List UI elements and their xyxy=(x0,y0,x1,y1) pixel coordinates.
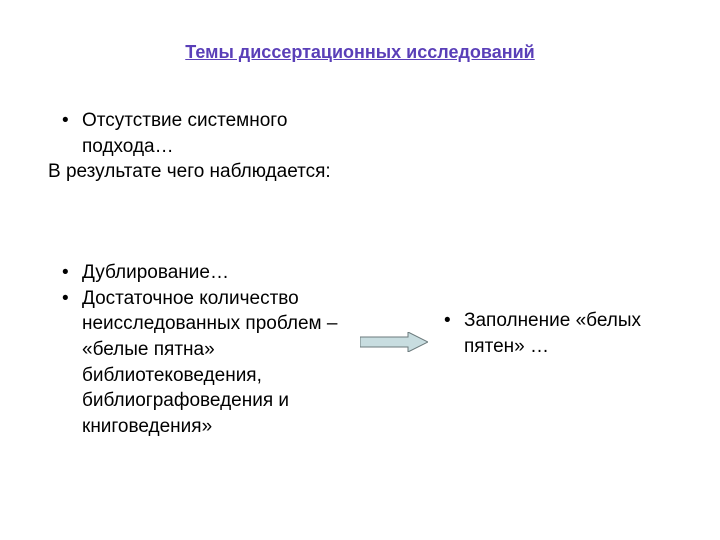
arrow-right-icon xyxy=(360,332,428,352)
bullet-text: Достаточное количество неисследованных п… xyxy=(82,286,368,440)
slide-title: Темы диссертационных исследований xyxy=(0,42,720,63)
plain-text-line: В результате чего наблюдается: xyxy=(48,159,358,185)
bullet-marker: • xyxy=(48,108,82,134)
bullet-text: Заполнение «белых пятен» … xyxy=(464,308,690,359)
bullet-text: Отсутствие системного подхода… xyxy=(82,108,358,159)
bullet-text: Дублирование… xyxy=(82,260,368,286)
block-bottom-left: • Дублирование… • Достаточное количество… xyxy=(48,260,368,439)
bullet-marker: • xyxy=(430,308,464,334)
bullet-marker: • xyxy=(48,260,82,286)
arrow-shape xyxy=(360,332,428,352)
bullet-marker: • xyxy=(48,286,82,312)
block-right: • Заполнение «белых пятен» … xyxy=(430,308,690,359)
block-top-left: • Отсутствие системного подхода… В резул… xyxy=(48,108,358,185)
